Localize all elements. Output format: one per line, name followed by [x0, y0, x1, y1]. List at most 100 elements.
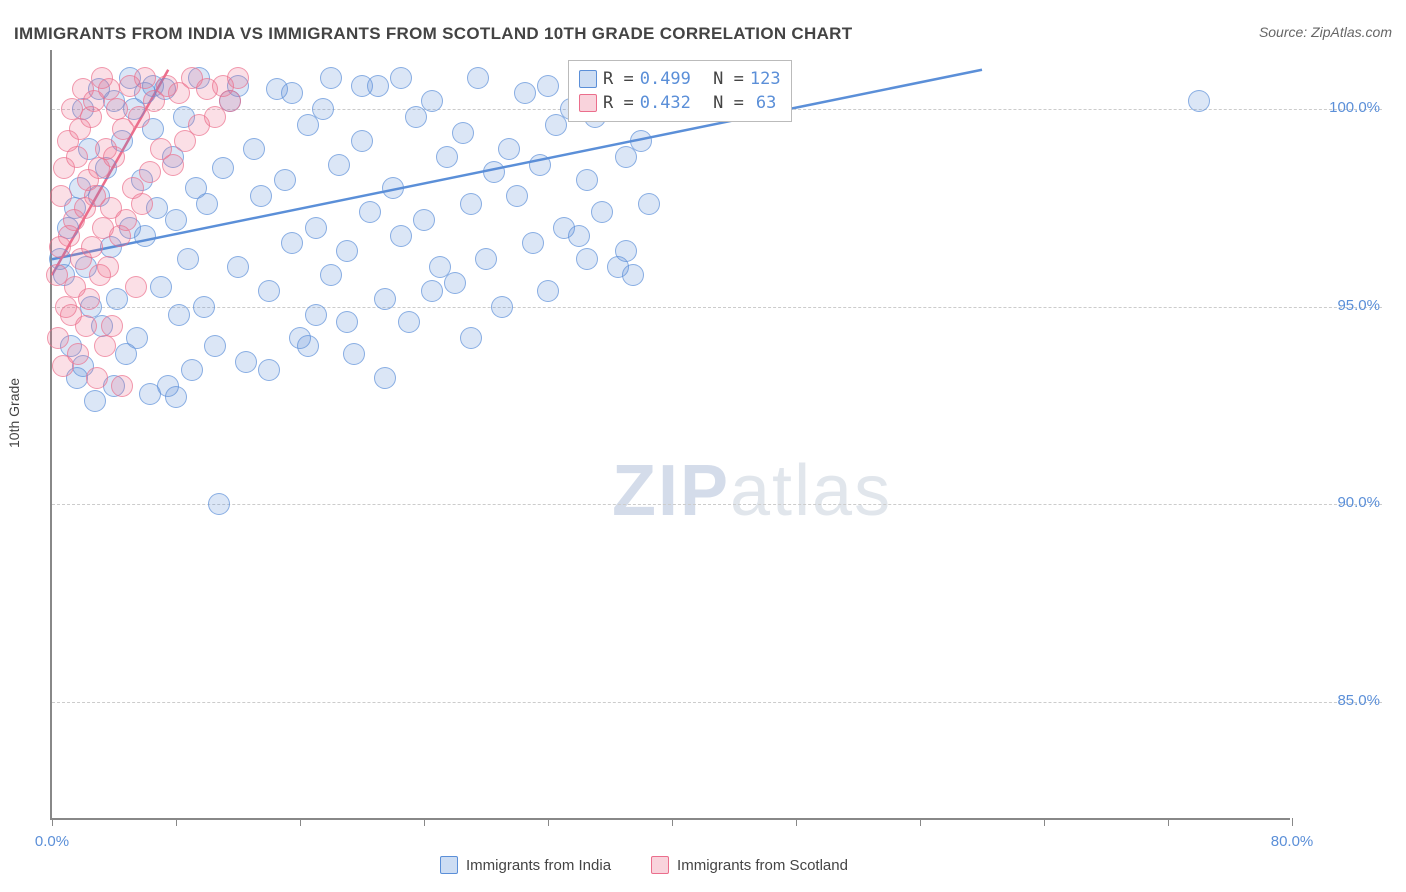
chart-title: IMMIGRANTS FROM INDIA VS IMMIGRANTS FROM…	[14, 24, 852, 44]
scatter-point	[498, 138, 520, 160]
scatter-point	[98, 78, 120, 100]
scatter-point	[50, 185, 72, 207]
scatter-point	[320, 264, 342, 286]
stats-row-india: R = 0.499 N = 123	[579, 67, 781, 91]
trend-svg	[52, 50, 1292, 820]
scatter-point	[78, 288, 100, 310]
scatter-point	[382, 177, 404, 199]
x-tick	[176, 818, 177, 826]
scatter-point	[336, 311, 358, 333]
scatter-point	[351, 75, 373, 97]
scatter-point	[483, 161, 505, 183]
swatch-icon	[579, 94, 597, 112]
scatter-point	[125, 276, 147, 298]
scatter-point	[506, 185, 528, 207]
x-tick	[1292, 818, 1293, 826]
scatter-point	[134, 225, 156, 247]
scatter-point	[452, 122, 474, 144]
scatter-point	[101, 315, 123, 337]
scatter-point	[359, 201, 381, 223]
scatter-point	[212, 157, 234, 179]
x-tick	[672, 818, 673, 826]
legend-item-scotland: Immigrants from Scotland	[651, 856, 848, 874]
scatter-point	[576, 248, 598, 270]
scatter-point	[460, 327, 482, 349]
scatter-point	[134, 67, 156, 89]
scatter-point	[86, 367, 108, 389]
x-tick	[548, 818, 549, 826]
stat-n-label: N =	[713, 93, 744, 113]
y-axis-label: 10th Grade	[6, 378, 22, 448]
stat-r-label: R =	[603, 93, 634, 113]
scatter-point	[351, 130, 373, 152]
scatter-point	[177, 248, 199, 270]
legend-label: Immigrants from India	[466, 857, 611, 874]
scatter-point	[305, 217, 327, 239]
stat-r-label: R =	[603, 69, 634, 89]
x-tick-label: 0.0%	[35, 833, 69, 850]
stats-box: R = 0.499 N = 123 R = 0.432 N = 63	[568, 60, 792, 122]
scatter-point	[181, 359, 203, 381]
scatter-point	[390, 67, 412, 89]
swatch-icon	[440, 856, 458, 874]
scatter-point	[227, 256, 249, 278]
scatter-point	[576, 169, 598, 191]
scatter-point	[227, 67, 249, 89]
scatter-point	[374, 367, 396, 389]
legend-item-india: Immigrants from India	[440, 856, 611, 874]
scatter-point	[150, 276, 172, 298]
plot-area: ZIPatlas 85.0%90.0%95.0%100.0%0.0%80.0%	[50, 50, 1290, 820]
scatter-point	[274, 169, 296, 191]
x-tick-label: 80.0%	[1271, 833, 1314, 850]
scatter-point	[196, 193, 218, 215]
scatter-point	[81, 236, 103, 258]
scatter-point	[47, 327, 69, 349]
scatter-point	[467, 67, 489, 89]
scatter-point	[398, 311, 420, 333]
scatter-point	[522, 232, 544, 254]
gridline	[52, 504, 1382, 505]
x-tick	[796, 818, 797, 826]
scatter-point	[537, 75, 559, 97]
legend: Immigrants from India Immigrants from Sc…	[440, 856, 848, 874]
scatter-point	[320, 67, 342, 89]
scatter-point	[75, 315, 97, 337]
scatter-point	[622, 264, 644, 286]
scatter-point	[208, 493, 230, 515]
scatter-point	[97, 256, 119, 278]
swatch-icon	[651, 856, 669, 874]
scatter-point	[421, 280, 443, 302]
x-tick	[920, 818, 921, 826]
scatter-point	[491, 296, 513, 318]
scatter-point	[235, 351, 257, 373]
scatter-point	[436, 146, 458, 168]
scatter-point	[168, 304, 190, 326]
stat-n-label: N =	[713, 69, 744, 89]
scatter-point	[529, 154, 551, 176]
scatter-point	[162, 154, 184, 176]
x-tick	[424, 818, 425, 826]
source-attribution: Source: ZipAtlas.com	[1259, 24, 1392, 40]
y-tick-label: 100.0%	[1329, 99, 1380, 116]
y-tick-label: 95.0%	[1337, 297, 1380, 314]
scatter-point	[281, 82, 303, 104]
scatter-point	[328, 154, 350, 176]
scatter-point	[103, 146, 125, 168]
legend-label: Immigrants from Scotland	[677, 857, 848, 874]
scatter-point	[1188, 90, 1210, 112]
swatch-icon	[579, 70, 597, 88]
scatter-point	[460, 193, 482, 215]
scatter-point	[568, 225, 590, 247]
y-tick-label: 85.0%	[1337, 692, 1380, 709]
scatter-point	[537, 280, 559, 302]
scatter-point	[165, 386, 187, 408]
scatter-point	[615, 240, 637, 262]
scatter-point	[638, 193, 660, 215]
x-tick	[1168, 818, 1169, 826]
scatter-point	[343, 343, 365, 365]
stats-row-scotland: R = 0.432 N = 63	[579, 91, 781, 115]
scatter-point	[258, 280, 280, 302]
scatter-point	[243, 138, 265, 160]
scatter-point	[204, 335, 226, 357]
stat-r-value: 0.499	[640, 69, 691, 89]
